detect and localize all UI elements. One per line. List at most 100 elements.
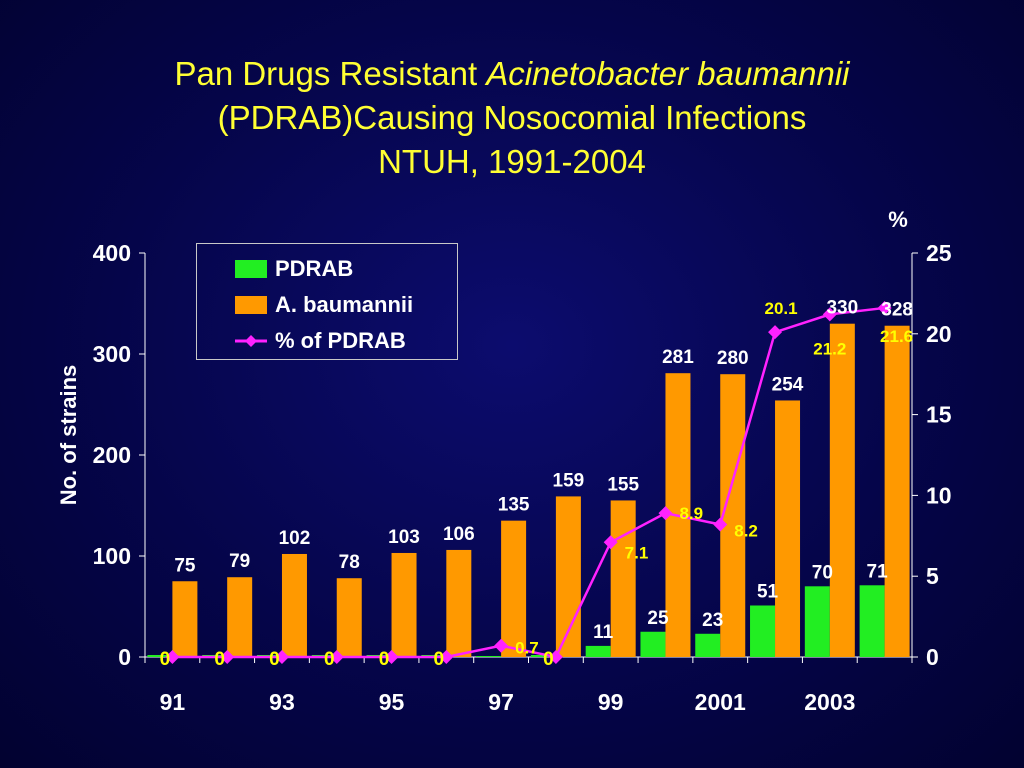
bar-baumannii xyxy=(336,578,362,657)
y-tick-label-right: 15 xyxy=(926,402,952,428)
x-tick-label: 93 xyxy=(269,689,295,715)
percent-label: 21.2 xyxy=(813,339,846,358)
percent-label: 7.1 xyxy=(625,543,649,562)
y-tick-label-left: 200 xyxy=(93,442,131,468)
legend-item-percent: % of PDRAB xyxy=(235,326,406,356)
chart-legend: PDRAB A. baumannii % of PDRAB xyxy=(196,243,458,360)
percent-label: 8.9 xyxy=(679,504,703,523)
y-tick-label-left: 300 xyxy=(93,341,131,367)
title-line2: (PDRAB)Causing Nosocomial Infections xyxy=(217,99,807,136)
legend-swatch-pdrab xyxy=(235,260,267,278)
bar-baumannii xyxy=(281,553,307,657)
y-tick-label-left: 0 xyxy=(118,644,131,670)
legend-label-percent: % of PDRAB xyxy=(275,328,406,353)
legend-swatch-percent xyxy=(235,335,267,347)
percent-marker xyxy=(548,650,563,664)
x-tick-label: 91 xyxy=(160,689,186,715)
percent-marker xyxy=(329,650,344,664)
bar-label-pdrab: 0 xyxy=(379,649,390,670)
x-tick-label: 2001 xyxy=(695,689,746,715)
y-tick-label-left: 400 xyxy=(93,240,131,266)
percent-marker xyxy=(822,307,837,322)
bar-label-baumannii: 106 xyxy=(443,524,475,545)
y-tick-label-left: 100 xyxy=(93,543,131,569)
y-axis-title-left: No. of strains xyxy=(56,365,81,506)
bar-baumannii xyxy=(501,520,527,657)
bar-pdrab xyxy=(476,655,502,657)
title-line3: NTUH, 1991-2004 xyxy=(378,143,646,180)
bar-label-baumannii: 254 xyxy=(772,374,804,395)
bar-pdrab xyxy=(750,605,776,657)
percent-label: 0.7 xyxy=(515,639,539,658)
y-tick-label-right: 20 xyxy=(926,321,952,347)
bar-baumannii xyxy=(610,500,636,657)
percent-marker xyxy=(439,650,454,664)
percent-marker xyxy=(274,650,289,664)
chart-data-labels: 75 0 79 0 102 0 78 0 103 0 106 0 135 159 0 155 11 281 25 28… xyxy=(160,298,914,670)
chart-bars xyxy=(147,323,910,657)
bar-pdrab xyxy=(859,585,885,657)
legend-label-baumannii: A. baumannii xyxy=(275,292,414,317)
x-tick-label: 97 xyxy=(488,689,514,715)
y-axis-title-right: % xyxy=(888,207,908,232)
percent-marker xyxy=(384,650,399,664)
bar-label-baumannii: 75 xyxy=(174,555,196,576)
bar-label-pdrab: 0 xyxy=(269,649,280,670)
bar-label-pdrab: 11 xyxy=(593,622,614,643)
chart-line xyxy=(165,300,892,664)
percent-marker xyxy=(603,535,618,550)
legend-item-pdrab: PDRAB xyxy=(235,254,353,284)
bar-label-pdrab: 0 xyxy=(324,649,335,670)
bar-label-baumannii: 280 xyxy=(717,348,749,369)
percent-marker xyxy=(494,638,509,653)
bar-pdrab xyxy=(804,586,830,657)
bar-label-pdrab: 0 xyxy=(214,649,225,670)
bar-label-pdrab: 0 xyxy=(434,649,445,670)
bar-label-pdrab: 25 xyxy=(647,608,669,629)
percent-label: 8.2 xyxy=(734,521,758,540)
bar-label-baumannii: 155 xyxy=(607,474,639,495)
chart-title: Pan Drugs Resistant Acinetobacter bauman… xyxy=(0,52,1024,184)
bar-label-pdrab: 0 xyxy=(160,649,171,670)
bar-pdrab xyxy=(530,655,556,657)
percent-label: 20.1 xyxy=(764,299,797,318)
bar-pdrab xyxy=(640,631,666,657)
percent-marker xyxy=(220,650,235,664)
percent-line xyxy=(172,306,885,659)
bar-label-baumannii: 78 xyxy=(339,552,360,573)
y-tick-label-right: 5 xyxy=(926,563,939,589)
percent-marker xyxy=(877,300,892,315)
percent-marker xyxy=(713,517,728,532)
bar-pdrab xyxy=(585,645,611,657)
legend-item-baumannii: A. baumannii xyxy=(235,290,413,320)
bar-pdrab xyxy=(147,655,173,657)
legend-swatch-baumannii xyxy=(235,296,267,314)
bar-label-baumannii: 328 xyxy=(881,300,913,321)
bar-baumannii xyxy=(227,577,253,657)
bar-baumannii xyxy=(391,552,417,657)
title-line1-a: Pan Drugs Resistant xyxy=(174,55,487,92)
bar-label-pdrab: 0 xyxy=(543,649,554,670)
bar-baumannii xyxy=(829,323,855,657)
bar-label-baumannii: 103 xyxy=(388,527,420,548)
bar-label-baumannii: 135 xyxy=(498,495,530,516)
percent-marker xyxy=(768,325,783,340)
percent-marker xyxy=(165,650,180,664)
bar-label-baumannii: 102 xyxy=(279,528,311,549)
bar-label-pdrab: 71 xyxy=(867,561,889,582)
bar-baumannii xyxy=(884,325,910,657)
legend-label-pdrab: PDRAB xyxy=(275,256,354,281)
y-tick-label-right: 25 xyxy=(926,240,952,266)
bar-label-pdrab: 51 xyxy=(757,581,779,602)
bar-baumannii xyxy=(720,374,746,657)
bar-label-pdrab: 23 xyxy=(702,610,723,631)
bar-baumannii xyxy=(446,549,472,657)
x-tick-label: 2003 xyxy=(804,689,855,715)
y-tick-label-right: 10 xyxy=(926,482,952,508)
bar-label-baumannii: 79 xyxy=(229,551,250,572)
bar-baumannii xyxy=(775,400,801,657)
bar-baumannii xyxy=(172,581,198,657)
bar-label-baumannii: 330 xyxy=(826,298,858,319)
